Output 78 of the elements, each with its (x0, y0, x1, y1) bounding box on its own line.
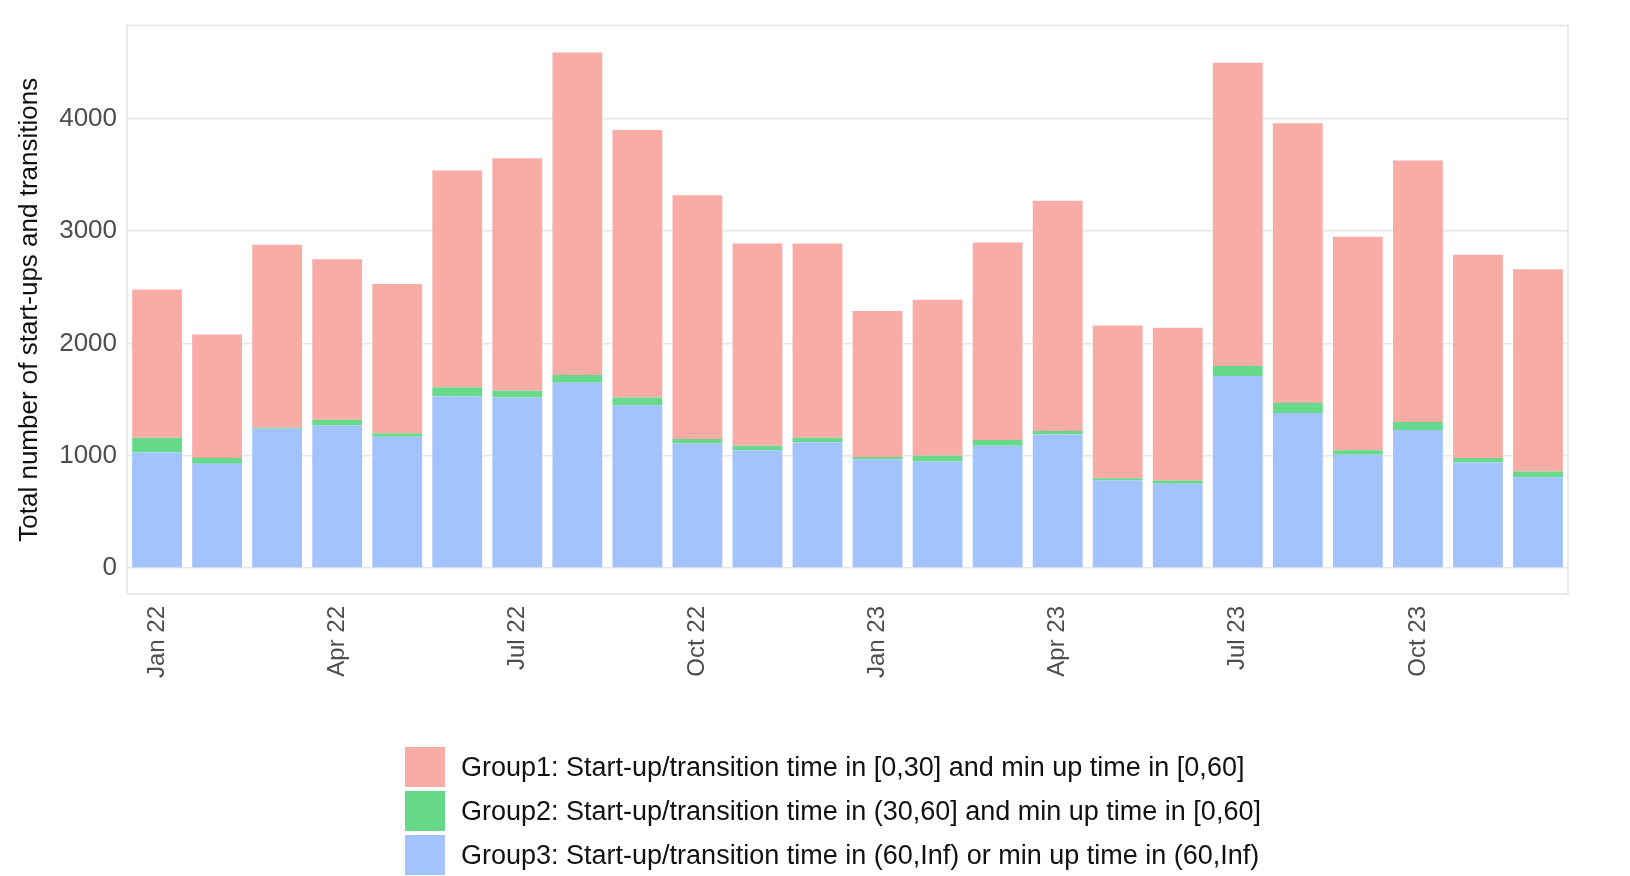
bar (132, 289, 182, 438)
bar (1152, 327, 1203, 481)
bar (732, 450, 783, 568)
x-tick-label: Jul 22 (501, 605, 529, 670)
y-axis-title: Total number of start-ups and transitions (12, 77, 43, 542)
bar (1392, 160, 1443, 423)
bar (552, 52, 603, 375)
bar (1212, 365, 1263, 377)
bar (732, 243, 783, 446)
bar (1392, 429, 1443, 568)
bar (1453, 458, 1503, 463)
bar (852, 310, 903, 457)
bar (492, 158, 543, 391)
bar (612, 130, 663, 398)
bar (1332, 450, 1383, 455)
x-tick-label: Oct 22 (682, 605, 710, 677)
bar (1092, 480, 1143, 568)
legend-label: Group1: Start-up/transition time in [0,30] and min up time in [0,60] (461, 751, 1245, 783)
bar (912, 461, 963, 568)
legend-label: Group2: Start-up/transition time in (30,60] and min up time in [0,60] (461, 795, 1261, 827)
bar (972, 445, 1023, 568)
bar (1152, 480, 1203, 484)
bar (912, 299, 963, 456)
bar (1272, 413, 1323, 568)
bar (972, 242, 1023, 441)
x-tick-label: Jan 22 (141, 605, 169, 678)
bar (312, 425, 363, 568)
bar (1513, 269, 1563, 472)
bar (552, 374, 603, 383)
y-tick-label: 0 (102, 551, 118, 582)
y-tick-label: 1000 (59, 438, 118, 469)
bar (1453, 462, 1503, 568)
bar (1032, 434, 1083, 568)
bar (1332, 454, 1383, 568)
bar (612, 397, 663, 406)
bar (672, 443, 723, 568)
x-tick-label: Apr 22 (321, 605, 349, 677)
bar (612, 405, 663, 568)
bar (432, 387, 483, 397)
bar (1332, 236, 1383, 451)
bar (1272, 123, 1323, 403)
bar (552, 382, 603, 568)
legend-label: Group3: Start-up/transition time in (60,Inf) or min up time in (60,Inf) (461, 839, 1260, 871)
bar (792, 243, 843, 438)
bar (672, 195, 723, 439)
bar (372, 283, 423, 434)
bar (852, 459, 903, 568)
bar (1032, 200, 1083, 432)
bar (1152, 483, 1203, 568)
x-tick-label: Apr 23 (1042, 605, 1070, 677)
bar (192, 458, 243, 464)
bar (1392, 422, 1443, 430)
bar (492, 397, 543, 568)
bar (132, 437, 182, 453)
x-tick-label: Jan 23 (862, 605, 890, 678)
bar (972, 440, 1023, 446)
bar (372, 436, 423, 568)
bar (792, 442, 843, 568)
y-tick-label: 4000 (59, 102, 118, 132)
bar (1092, 325, 1143, 479)
bar (1212, 376, 1263, 568)
bar (432, 170, 483, 388)
bar (252, 428, 303, 568)
bar (1453, 254, 1503, 459)
bar (312, 259, 363, 420)
x-tick-label: Oct 23 (1402, 605, 1430, 677)
y-tick-label: 3000 (59, 214, 118, 245)
bar (132, 452, 182, 568)
bar (192, 463, 243, 568)
bar (1212, 62, 1263, 366)
bar (372, 433, 423, 437)
bar (1272, 403, 1323, 414)
bar (192, 334, 243, 459)
bar (252, 244, 303, 428)
x-tick-label: Jul 23 (1222, 605, 1250, 670)
bar (432, 396, 483, 568)
y-tick-label: 2000 (59, 326, 118, 357)
bar (1513, 477, 1563, 568)
